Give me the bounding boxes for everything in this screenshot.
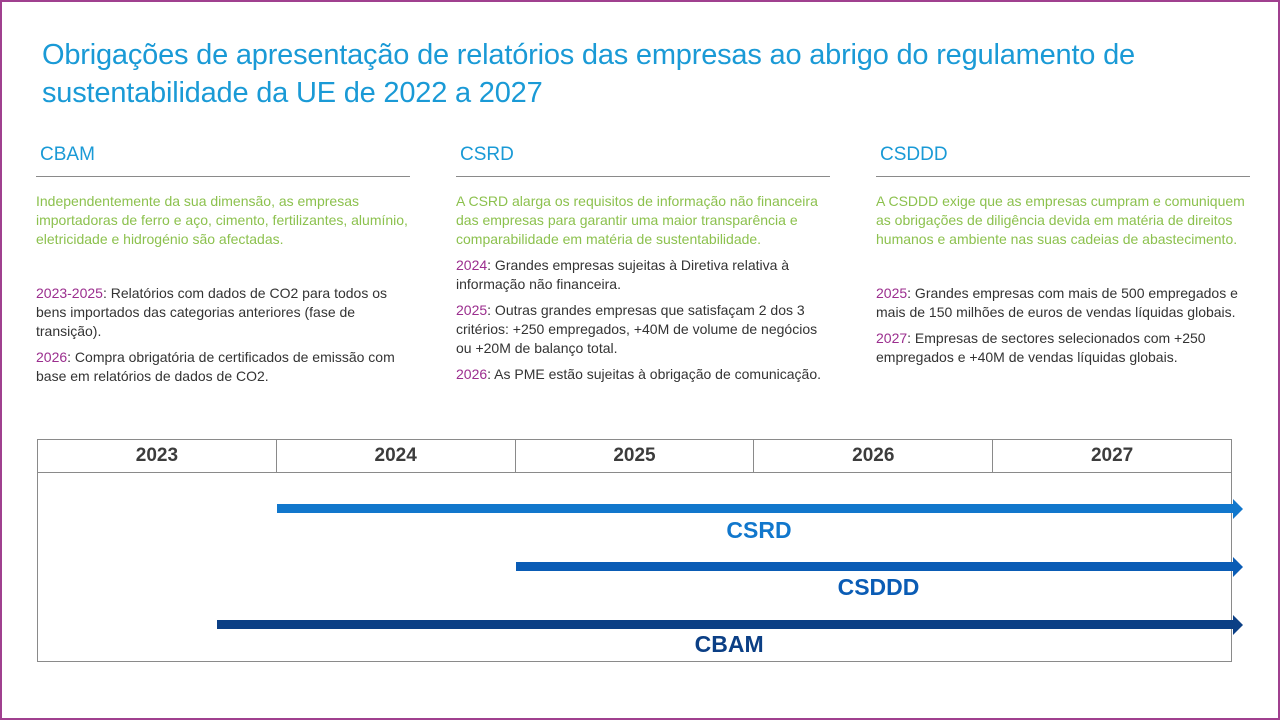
entry-year: 2024 bbox=[456, 257, 488, 273]
entry: 2026: Compra obrigatória de certificados… bbox=[36, 348, 408, 386]
entry-text: : Empresas de sectores selecionados com … bbox=[876, 330, 1206, 365]
column-intro: A CSRD alarga os requisitos de informaçã… bbox=[456, 193, 818, 247]
column-intro: A CSDDD exige que as empresas cumpram e … bbox=[876, 193, 1245, 247]
entry: 2025: Grandes empresas com mais de 500 e… bbox=[876, 284, 1248, 322]
year-cell: 2025 bbox=[516, 440, 755, 472]
column-csrd: CSRD A CSRD alarga os requisitos de info… bbox=[456, 142, 830, 384]
column-cbam: CBAM Independentemente da sua dimensão, … bbox=[36, 142, 410, 386]
entry-text: : As PME estão sujeitas à obrigação de c… bbox=[487, 366, 822, 382]
timeline-arrow-csrd bbox=[277, 499, 1243, 519]
timeline-arrow-csddd bbox=[516, 557, 1243, 577]
timeline-label-csddd: CSDDD bbox=[837, 574, 920, 600]
arrow-shaft bbox=[516, 562, 1233, 571]
timeline-label-csrd: CSRD bbox=[726, 517, 792, 543]
timeline: 2023 2024 2025 2026 2027 CSRD CSDDD CBAM bbox=[37, 439, 1243, 662]
entry-text: : Grandes empresas com mais de 500 empre… bbox=[876, 285, 1238, 320]
entry-year: 2026 bbox=[36, 349, 68, 365]
timeline-arrow-cbam bbox=[217, 615, 1243, 635]
entry-year: 2023-2025 bbox=[36, 285, 103, 301]
entry-year: 2025 bbox=[876, 285, 908, 301]
entry: 2027: Empresas de sectores selecionados … bbox=[876, 329, 1248, 367]
entry-text: : Compra obrigatória de certificados de … bbox=[36, 349, 395, 384]
page-title: Obrigações de apresentação de relatórios… bbox=[42, 39, 1135, 109]
timeline-label-cbam: CBAM bbox=[694, 631, 764, 657]
year-cell: 2027 bbox=[1090, 445, 1134, 466]
entry-year: 2025 bbox=[456, 302, 488, 318]
column-heading: CSDDD bbox=[876, 142, 1250, 177]
arrow-head-icon bbox=[1233, 557, 1243, 577]
arrow-head-icon bbox=[1233, 499, 1243, 519]
column-heading: CSRD bbox=[456, 142, 830, 177]
arrow-shaft bbox=[217, 620, 1233, 629]
entry: 2024: Grandes empresas sujeitas à Direti… bbox=[456, 256, 828, 294]
entry-year: 2026 bbox=[456, 366, 488, 382]
entry-year: 2027 bbox=[876, 330, 908, 346]
arrow-shaft bbox=[277, 504, 1233, 513]
entry-text: : Relatórios com dados de CO2 para todos… bbox=[36, 285, 387, 339]
year-cell: 2024 bbox=[277, 440, 516, 472]
entry: 2026: As PME estão sujeitas à obrigação … bbox=[456, 365, 828, 384]
column-intro: Independentemente da sua dimensão, as em… bbox=[36, 193, 408, 247]
entry: 2023-2025: Relatórios com dados de CO2 p… bbox=[36, 284, 408, 341]
year-header-row: 2023 2024 2025 2026 2027 bbox=[38, 440, 1231, 473]
year-cell: 2026 bbox=[754, 440, 994, 472]
column-heading: CBAM bbox=[36, 142, 410, 177]
entry-text: : Grandes empresas sujeitas à Diretiva r… bbox=[456, 257, 790, 292]
year-cell: 2023 bbox=[38, 440, 277, 472]
column-csddd: CSDDD A CSDDD exige que as empresas cump… bbox=[876, 142, 1250, 367]
entry: 2025: Outras grandes empresas que satisf… bbox=[456, 301, 828, 358]
entry-text: : Outras grandes empresas que satisfaçam… bbox=[456, 302, 818, 356]
arrow-head-icon bbox=[1233, 615, 1243, 635]
